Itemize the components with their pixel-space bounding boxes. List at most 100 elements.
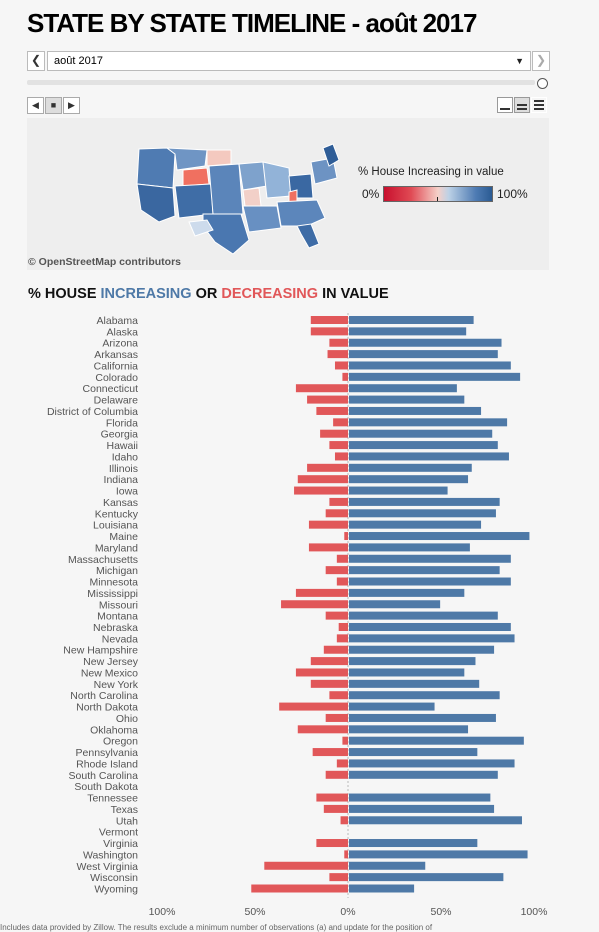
bar-increasing[interactable] (349, 748, 478, 757)
bar-increasing[interactable] (349, 316, 474, 324)
bar-increasing[interactable] (349, 713, 496, 722)
bar-increasing[interactable] (349, 395, 465, 404)
bar-decreasing[interactable] (334, 452, 348, 461)
bar-decreasing[interactable] (340, 816, 348, 825)
bar-decreasing[interactable] (336, 554, 348, 563)
bar-decreasing[interactable] (329, 441, 348, 450)
bar-increasing[interactable] (349, 691, 500, 700)
bar-decreasing[interactable] (297, 725, 348, 734)
bar-decreasing[interactable] (310, 327, 348, 336)
bar-decreasing[interactable] (310, 316, 348, 324)
bar-decreasing[interactable] (251, 884, 348, 893)
bar-increasing[interactable] (349, 588, 465, 597)
bar-decreasing[interactable] (325, 509, 348, 518)
timeline-slider-track[interactable] (27, 80, 535, 85)
bar-increasing[interactable] (349, 622, 511, 631)
bar-decreasing[interactable] (316, 793, 348, 802)
bar-increasing[interactable] (349, 463, 472, 472)
bar-decreasing[interactable] (295, 588, 348, 597)
stop-button[interactable]: ■ (45, 97, 62, 114)
bar-increasing[interactable] (349, 679, 480, 688)
bar-decreasing[interactable] (323, 645, 348, 654)
bar-increasing[interactable] (349, 873, 504, 882)
bar-increasing[interactable] (349, 418, 508, 427)
state-shape-new-england[interactable] (322, 143, 340, 167)
bar-increasing[interactable] (349, 532, 530, 541)
bar-increasing[interactable] (349, 611, 498, 620)
bar-decreasing[interactable] (297, 475, 348, 484)
next-date-button[interactable]: ❯ (532, 51, 550, 71)
state-shape-northwest[interactable] (136, 147, 176, 189)
state-shape-idaho-montana[interactable] (165, 147, 208, 171)
bar-decreasing[interactable] (336, 759, 348, 768)
bar-decreasing[interactable] (344, 850, 348, 859)
bar-increasing[interactable] (349, 668, 465, 677)
bar-increasing[interactable] (349, 406, 482, 415)
bar-increasing[interactable] (349, 350, 498, 359)
bar-increasing[interactable] (349, 441, 498, 450)
bar-decreasing[interactable] (323, 804, 348, 813)
state-shape-great-lakes[interactable] (262, 161, 292, 199)
bar-increasing[interactable] (349, 759, 515, 768)
bar-decreasing[interactable] (329, 338, 348, 347)
state-shape-alaska[interactable] (188, 219, 214, 237)
bar-increasing[interactable] (349, 793, 491, 802)
bar-decreasing[interactable] (312, 748, 348, 757)
bar-increasing[interactable] (349, 497, 500, 506)
bar-increasing[interactable] (349, 850, 528, 859)
state-shape-midwest[interactable] (238, 161, 268, 191)
bar-increasing[interactable] (349, 338, 502, 347)
bar-decreasing[interactable] (329, 691, 348, 700)
bar-increasing[interactable] (349, 520, 482, 529)
bar-decreasing[interactable] (264, 861, 348, 870)
bar-increasing[interactable] (349, 804, 495, 813)
state-shape-mountain[interactable] (174, 183, 214, 219)
bar-decreasing[interactable] (307, 463, 348, 472)
bar-decreasing[interactable] (333, 418, 348, 427)
bar-decreasing[interactable] (320, 429, 348, 438)
bar-increasing[interactable] (349, 486, 448, 495)
bar-increasing[interactable] (349, 475, 469, 484)
bar-increasing[interactable] (349, 600, 441, 609)
state-shape-florida[interactable] (296, 223, 320, 249)
bar-increasing[interactable] (349, 361, 511, 370)
bar-decreasing[interactable] (325, 566, 348, 575)
bar-decreasing[interactable] (279, 702, 348, 711)
bar-decreasing[interactable] (310, 657, 348, 666)
bar-decreasing[interactable] (281, 600, 348, 609)
state-shape-north-dakota[interactable] (206, 149, 232, 167)
bar-increasing[interactable] (349, 702, 435, 711)
bar-decreasing[interactable] (310, 679, 348, 688)
bar-decreasing[interactable] (308, 520, 348, 529)
bar-decreasing[interactable] (295, 668, 348, 677)
prev-date-button[interactable]: ❮ (27, 51, 45, 71)
bar-decreasing[interactable] (342, 372, 348, 381)
step-forward-button[interactable]: ▶ (63, 97, 80, 114)
bar-decreasing[interactable] (307, 395, 348, 404)
state-shape-west[interactable] (136, 183, 176, 223)
bar-decreasing[interactable] (336, 634, 348, 643)
speed-fast-button[interactable] (531, 97, 547, 113)
bar-increasing[interactable] (349, 429, 493, 438)
bar-decreasing[interactable] (316, 839, 348, 848)
bar-decreasing[interactable] (295, 384, 348, 393)
state-shape-plains[interactable] (208, 163, 244, 215)
bar-increasing[interactable] (349, 736, 524, 745)
bar-increasing[interactable] (349, 657, 476, 666)
bar-increasing[interactable] (349, 554, 511, 563)
bar-increasing[interactable] (349, 566, 500, 575)
state-shape-texas[interactable] (202, 213, 250, 255)
bar-decreasing[interactable] (329, 497, 348, 506)
bar-increasing[interactable] (349, 645, 495, 654)
bar-increasing[interactable] (349, 509, 496, 518)
speed-medium-button[interactable] (514, 97, 530, 113)
bar-increasing[interactable] (349, 884, 415, 893)
bar-decreasing[interactable] (327, 350, 348, 359)
bar-decreasing[interactable] (329, 873, 348, 882)
bar-increasing[interactable] (349, 327, 467, 336)
bar-increasing[interactable] (349, 372, 521, 381)
bar-increasing[interactable] (349, 770, 498, 779)
bar-increasing[interactable] (349, 839, 478, 848)
bar-increasing[interactable] (349, 816, 522, 825)
step-back-button[interactable]: ◀ (27, 97, 44, 114)
